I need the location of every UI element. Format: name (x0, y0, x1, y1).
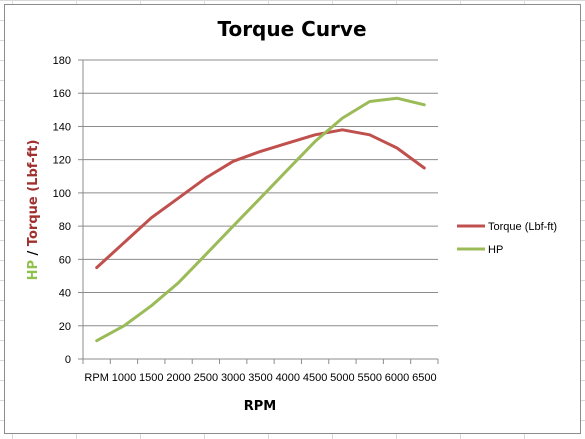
torque-lbf-ft-point (314, 134, 316, 136)
x-axis-ticks: RPM 1000 1500 2000 2500 3000 3500 4000 4500 5000 5… (84, 372, 436, 384)
torque-lbf-ft-point (96, 267, 98, 269)
x-tick-label: 6500 (412, 372, 436, 384)
x-tick-label: 2500 (194, 372, 218, 384)
x-tick-label: 1000 (112, 372, 136, 384)
y-tick-label: 0 (65, 354, 71, 366)
gridlines (78, 59, 439, 364)
x-axis-title: RPM (244, 399, 276, 414)
y-tick-label: 160 (53, 88, 71, 100)
hp-point (369, 101, 371, 103)
torque-lbf-ft-point (396, 147, 398, 149)
y-tick-label: 140 (53, 121, 71, 133)
torque-lbf-ft-point (287, 142, 289, 144)
torque-lbf-ft-point (178, 197, 180, 199)
torque-lbf-ft-point (123, 242, 125, 244)
torque-lbf-ft-point (423, 167, 425, 169)
y-axis-title: HP / Torque (Lbf-ft) (26, 140, 41, 281)
hp-point (260, 197, 261, 199)
y-axis-ticks: 0 20 40 60 80 100 120 140 160 180 (53, 55, 71, 366)
hp-point (232, 225, 234, 227)
legend: Torque (Lbf-ft) HP (457, 221, 557, 256)
y-tick-label: 60 (59, 254, 71, 266)
hp-point (423, 104, 425, 106)
x-tick-label: 1500 (139, 372, 163, 384)
hp-point (396, 97, 398, 99)
hp-point (178, 282, 180, 284)
x-tick-label: 5500 (357, 372, 381, 384)
hp-point (287, 169, 289, 171)
x-tick-label: 2000 (166, 372, 190, 384)
hp-point (96, 340, 98, 342)
y-axis-title-part: Torque (Lbf-ft) (26, 140, 41, 247)
y-tick-label: 20 (59, 321, 71, 333)
torque-lbf-ft-point (150, 217, 152, 219)
torque-lbf-ft-point (369, 134, 371, 136)
y-axis-title-part: HP (26, 260, 41, 280)
torque-lbf-ft-point (260, 150, 261, 152)
y-axis-title-part: / (26, 246, 41, 260)
x-tick-label: 6000 (385, 372, 409, 384)
y-tick-label: 40 (59, 288, 71, 300)
hp-point (205, 253, 207, 255)
y-tick-label: 120 (53, 155, 71, 167)
series-lines (95, 96, 426, 343)
hp-point (123, 325, 125, 327)
x-tick-label: 3500 (248, 372, 272, 384)
x-tick-label: 5000 (330, 372, 354, 384)
legend-label: Torque (Lbf-ft) (488, 221, 557, 233)
torque-lbf-ft-point (205, 177, 207, 179)
legend-label: HP (488, 244, 503, 256)
x-tick-label: RPM (84, 372, 108, 384)
hp-point (150, 305, 152, 307)
y-tick-label: 80 (59, 221, 71, 233)
y-tick-label: 100 (53, 188, 71, 200)
torque-lbf-ft-point (232, 160, 234, 162)
chart-title: Torque Curve (217, 17, 366, 41)
x-tick-label: 3000 (221, 372, 245, 384)
torque-lbf-ft-point (341, 129, 343, 131)
hp-point (341, 117, 343, 119)
hp-point (314, 140, 316, 142)
y-tick-label: 180 (53, 55, 71, 67)
chart-area[interactable] (4, 4, 581, 434)
hp-line (95, 96, 426, 343)
x-tick-label: 4000 (276, 372, 300, 384)
x-tick-label: 4500 (303, 372, 327, 384)
